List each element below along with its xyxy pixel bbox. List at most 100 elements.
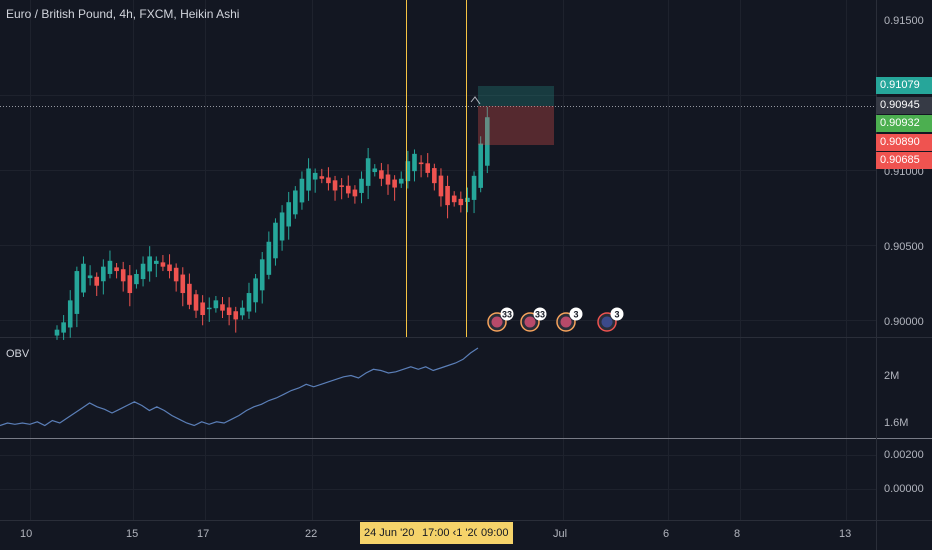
candle-up xyxy=(206,307,212,310)
candle-up xyxy=(134,273,139,285)
price-tag-low[interactable]: 0.90685 xyxy=(876,152,932,169)
candle-down xyxy=(120,269,126,282)
candle-down xyxy=(160,262,166,267)
candle-up xyxy=(306,168,311,191)
chart-title: Euro / British Pound, 4h, FXCM, Heikin A… xyxy=(6,7,240,21)
candle-up xyxy=(299,178,305,203)
candle-up xyxy=(286,202,291,227)
candle-up xyxy=(465,197,470,203)
candle-up xyxy=(259,259,265,291)
candle-down xyxy=(193,294,199,311)
obv-series-line xyxy=(0,347,479,427)
candle-up xyxy=(87,275,93,279)
candle-up xyxy=(365,158,371,186)
time-tick-0: 10 xyxy=(20,528,33,540)
candle-down xyxy=(173,267,179,282)
candle-down xyxy=(425,163,431,173)
candle-up xyxy=(213,300,219,309)
event-count: 3 xyxy=(614,310,619,320)
candle-up xyxy=(398,178,404,184)
event-count: 33 xyxy=(535,310,545,320)
candle-up xyxy=(412,153,417,172)
candle-up xyxy=(405,161,411,182)
candle-up xyxy=(140,263,146,280)
candle-down xyxy=(326,177,331,184)
event-count: 33 xyxy=(502,310,512,320)
candle-up xyxy=(266,241,272,275)
time-badge-end: 17:00 ‹1 '20 xyxy=(418,522,484,544)
candle-up xyxy=(107,260,113,274)
time-badge-start: 24 Jun '20 xyxy=(360,522,419,544)
candle-up xyxy=(74,271,80,314)
candle-down xyxy=(445,185,450,206)
obv-tick-1: 1.6M xyxy=(884,417,909,429)
price-tick-1: 0.91000 xyxy=(884,166,924,178)
time-tick-7: 13 xyxy=(839,528,852,540)
candle-down xyxy=(200,302,205,316)
candle-down xyxy=(385,174,391,185)
candle-down xyxy=(458,198,464,206)
candle-up xyxy=(279,212,285,241)
time-tick-6: 8 xyxy=(734,528,741,540)
event-count-bubble xyxy=(610,307,624,321)
price-tick-0: 0.91500 xyxy=(884,15,924,27)
candle-up xyxy=(101,266,106,282)
time-tick-4: Jul xyxy=(553,528,568,540)
candle-down xyxy=(114,267,119,272)
candle-down xyxy=(352,189,358,197)
event-flag-fill xyxy=(524,316,536,328)
time-tick-1: 15 xyxy=(126,528,139,540)
price-tag-last[interactable]: 0.90945 xyxy=(876,97,932,114)
candle-down xyxy=(451,195,457,203)
candle-up xyxy=(154,260,159,264)
candle-down xyxy=(167,264,172,272)
candle-up xyxy=(246,293,252,312)
time-tick-2: 17 xyxy=(197,528,210,540)
candle-up xyxy=(471,175,477,200)
event-count-bubble xyxy=(500,307,514,321)
candle-down xyxy=(345,185,351,194)
candle-up xyxy=(54,329,60,336)
candle-down xyxy=(339,185,344,187)
candle-down xyxy=(418,162,424,165)
lower-tick-0: 0.00200 xyxy=(884,449,924,461)
lower-tick-1: 0.00000 xyxy=(884,483,924,495)
event-count-bubble xyxy=(533,307,547,321)
candle-up xyxy=(61,322,66,333)
time-badge-current: 09:00 xyxy=(477,522,513,544)
candle-up xyxy=(359,178,364,193)
event-count: 3 xyxy=(573,310,578,320)
candle-down xyxy=(226,307,232,316)
obv-pane-label: OBV xyxy=(6,348,30,360)
candle-down xyxy=(220,304,225,311)
price-tag-entry[interactable]: 0.90932 xyxy=(876,115,932,132)
position-marker xyxy=(470,96,481,105)
candle-up xyxy=(273,222,278,259)
event-flag-fill xyxy=(560,316,572,328)
candle-up xyxy=(67,300,73,328)
candle-down xyxy=(432,168,437,184)
candle-up xyxy=(372,168,378,173)
price-tag-stop[interactable]: 0.90890 xyxy=(876,134,932,151)
candle-up xyxy=(485,117,490,166)
candle-down xyxy=(94,276,100,286)
price-tag-high[interactable]: 0.91079 xyxy=(876,77,932,94)
candle-up xyxy=(81,263,86,293)
time-tick-3: 22 xyxy=(305,528,318,540)
event-flag-fill xyxy=(491,316,503,328)
price-tick-3: 0.90000 xyxy=(884,316,924,328)
candle-down xyxy=(233,311,239,320)
candle-down xyxy=(392,179,397,188)
price-tick-2: 0.90500 xyxy=(884,241,924,253)
position-stop-zone xyxy=(478,106,554,145)
candle-down xyxy=(127,275,133,294)
candle-down xyxy=(379,170,384,179)
candle-up xyxy=(312,172,318,180)
obv-tick-0: 2M xyxy=(884,370,900,382)
candle-up xyxy=(147,256,152,272)
event-count-bubble xyxy=(569,307,583,321)
candle-down xyxy=(438,175,444,197)
candle-up xyxy=(293,190,298,215)
position-target-zone xyxy=(478,86,554,106)
